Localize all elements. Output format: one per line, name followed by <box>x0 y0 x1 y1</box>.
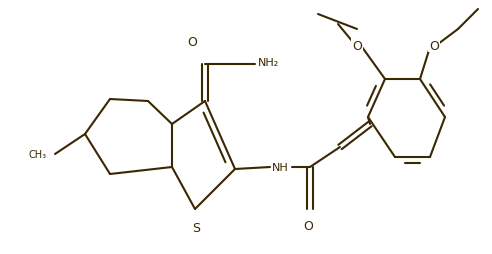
Text: NH₂: NH₂ <box>258 58 279 68</box>
Text: S: S <box>192 221 200 234</box>
Text: methoxy: methoxy <box>310 6 316 7</box>
Text: NH: NH <box>272 162 289 172</box>
Text: O: O <box>187 35 197 48</box>
Text: O: O <box>352 39 362 52</box>
Text: methoxy: methoxy <box>335 7 341 9</box>
Text: O: O <box>303 219 313 232</box>
Text: methoxy: methoxy <box>335 16 341 17</box>
Text: O: O <box>352 39 362 52</box>
Text: O: O <box>429 39 439 52</box>
Text: O: O <box>429 39 439 52</box>
Text: CH₃: CH₃ <box>29 149 47 159</box>
